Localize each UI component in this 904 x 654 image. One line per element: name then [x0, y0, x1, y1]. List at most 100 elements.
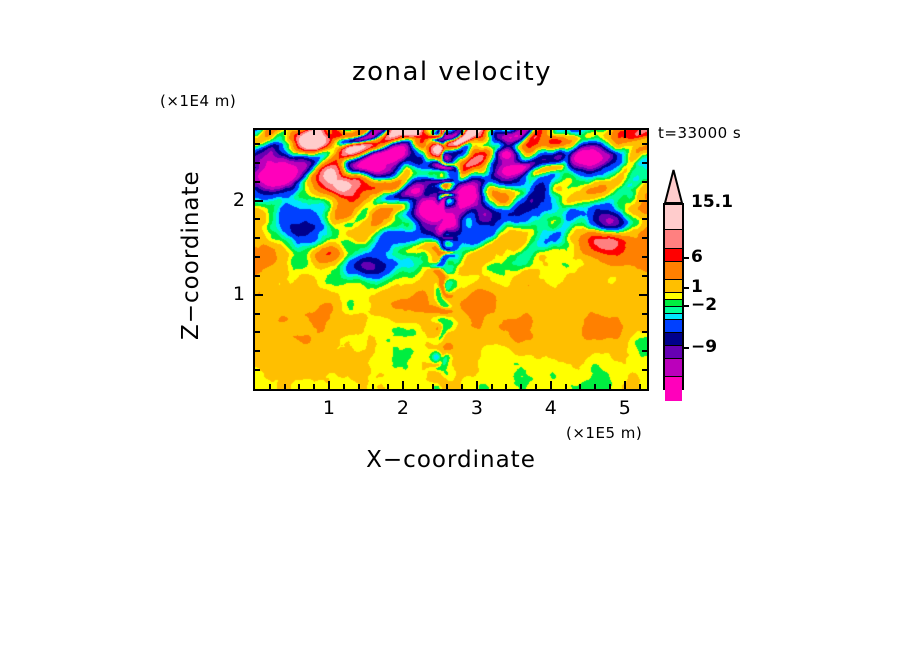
x-tick-label: 1: [309, 397, 349, 419]
y-tick-label: 2: [205, 189, 245, 211]
x-tick-top: [639, 130, 641, 135]
x-tick: [550, 381, 552, 389]
x-tick-top: [520, 130, 522, 135]
y-tick-right: [642, 313, 647, 315]
y-tick: [255, 237, 260, 239]
colorbar-band: [665, 230, 682, 248]
y-tick-right: [642, 181, 647, 183]
colorbar-tick-label: −9: [691, 337, 717, 357]
x-tick: [505, 384, 507, 389]
colorbar-tick-mark: [684, 305, 689, 307]
time-annotation: t=33000 s: [658, 124, 741, 142]
x-tick-top: [432, 130, 434, 135]
colorbar-band: [665, 346, 682, 358]
x-tick-top: [313, 130, 315, 135]
x-tick: [565, 384, 567, 389]
x-tick-top: [491, 130, 493, 135]
colorbar: [663, 169, 684, 390]
y-tick-right: [639, 200, 647, 202]
x-tick: [387, 384, 389, 389]
x-tick: [298, 384, 300, 389]
x-tick-top: [417, 130, 419, 135]
x-tick: [269, 384, 271, 389]
figure-root: zonal velocity (×1E4 m) 1 2 3 4 5 1 2 X−coordi…: [0, 0, 904, 654]
x-axis-unit-label: (×1E5 m): [566, 424, 642, 442]
y-tick: [255, 218, 260, 220]
x-tick-top: [284, 130, 286, 135]
x-tick: [609, 384, 611, 389]
x-tick: [446, 384, 448, 389]
x-tick: [639, 384, 641, 389]
y-axis-title: Z−coordinate: [178, 170, 204, 340]
x-tick: [402, 381, 404, 389]
x-tick-label: 3: [457, 397, 497, 419]
x-tick: [343, 384, 345, 389]
colorbar-tick-mark: [684, 347, 689, 349]
x-tick-top: [372, 130, 374, 135]
velocity-field-canvas: [255, 130, 647, 389]
x-tick-top: [343, 130, 345, 135]
y-tick: [255, 331, 260, 333]
x-tick: [372, 384, 374, 389]
x-tick-top: [328, 130, 330, 138]
colorbar-bands: [663, 203, 684, 390]
colorbar-tick-label: 6: [691, 247, 703, 267]
x-tick: [594, 384, 596, 389]
page-title: zonal velocity: [0, 57, 904, 87]
x-tick-top: [505, 130, 507, 135]
colorbar-tick-label: −2: [691, 295, 717, 315]
colorbar-band: [665, 249, 682, 261]
colorbar-band: [665, 262, 682, 280]
x-tick: [624, 381, 626, 389]
x-tick-top: [387, 130, 389, 135]
colorbar-band: [665, 280, 682, 292]
y-tick-right: [642, 162, 647, 164]
x-tick-top: [624, 130, 626, 138]
x-tick-top: [461, 130, 463, 135]
x-tick: [535, 384, 537, 389]
x-tick-top: [594, 130, 596, 135]
x-tick-top: [402, 130, 404, 138]
y-tick: [255, 275, 260, 277]
x-axis-title: X−coordinate: [253, 447, 649, 473]
x-tick: [461, 384, 463, 389]
x-tick: [417, 384, 419, 389]
x-tick: [432, 384, 434, 389]
y-tick-right: [642, 218, 647, 220]
y-tick-right: [642, 143, 647, 145]
x-tick-label: 4: [531, 397, 571, 419]
colorbar-tick-mark: [684, 257, 689, 259]
x-tick: [284, 384, 286, 389]
y-axis-unit-label: (×1E4 m): [160, 92, 236, 110]
x-tick: [491, 384, 493, 389]
x-tick: [520, 384, 522, 389]
x-tick: [579, 384, 581, 389]
x-tick-label: 5: [605, 397, 645, 419]
y-tick: [255, 162, 260, 164]
x-tick-top: [476, 130, 478, 138]
y-tick: [255, 256, 260, 258]
colorbar-band: [665, 320, 682, 332]
y-tick-right: [639, 294, 647, 296]
y-tick-right: [642, 350, 647, 352]
colorbar-band: [665, 377, 682, 401]
x-tick-top: [609, 130, 611, 135]
y-tick-right: [642, 237, 647, 239]
x-tick-top: [550, 130, 552, 138]
x-tick-top: [565, 130, 567, 135]
x-tick: [476, 381, 478, 389]
y-tick-label: 1: [205, 283, 245, 305]
x-tick-top: [269, 130, 271, 135]
x-tick-label: 2: [383, 397, 423, 419]
x-tick-top: [535, 130, 537, 135]
contour-plot-area: [253, 128, 649, 391]
colorbar-tick-label: 15.1: [691, 192, 733, 212]
x-tick: [313, 384, 315, 389]
y-tick: [255, 369, 260, 371]
y-tick: [255, 181, 260, 183]
x-tick-top: [579, 130, 581, 135]
y-tick: [255, 350, 260, 352]
x-tick: [358, 384, 360, 389]
y-tick: [255, 143, 260, 145]
colorbar-band: [665, 359, 682, 377]
